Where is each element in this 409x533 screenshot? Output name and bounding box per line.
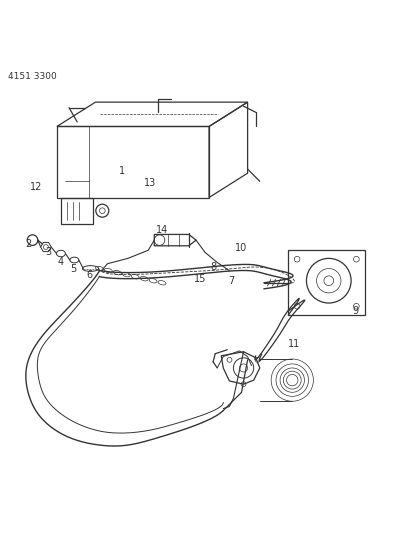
Text: 4: 4 (58, 257, 64, 268)
Text: 1: 1 (119, 166, 125, 176)
Text: 14: 14 (156, 225, 168, 235)
Text: 11: 11 (288, 338, 300, 349)
Text: 15: 15 (193, 273, 206, 284)
Text: 2: 2 (25, 239, 31, 249)
Text: 4151 3300: 4151 3300 (8, 72, 57, 80)
Text: 7: 7 (228, 276, 234, 286)
Text: 13: 13 (144, 179, 156, 188)
Text: 6: 6 (86, 270, 92, 280)
Text: 10: 10 (235, 243, 247, 253)
Text: 12: 12 (30, 182, 43, 192)
Text: 3: 3 (45, 247, 52, 257)
Text: 9: 9 (351, 306, 357, 316)
Text: 5: 5 (70, 263, 76, 273)
Text: 8: 8 (209, 262, 216, 271)
